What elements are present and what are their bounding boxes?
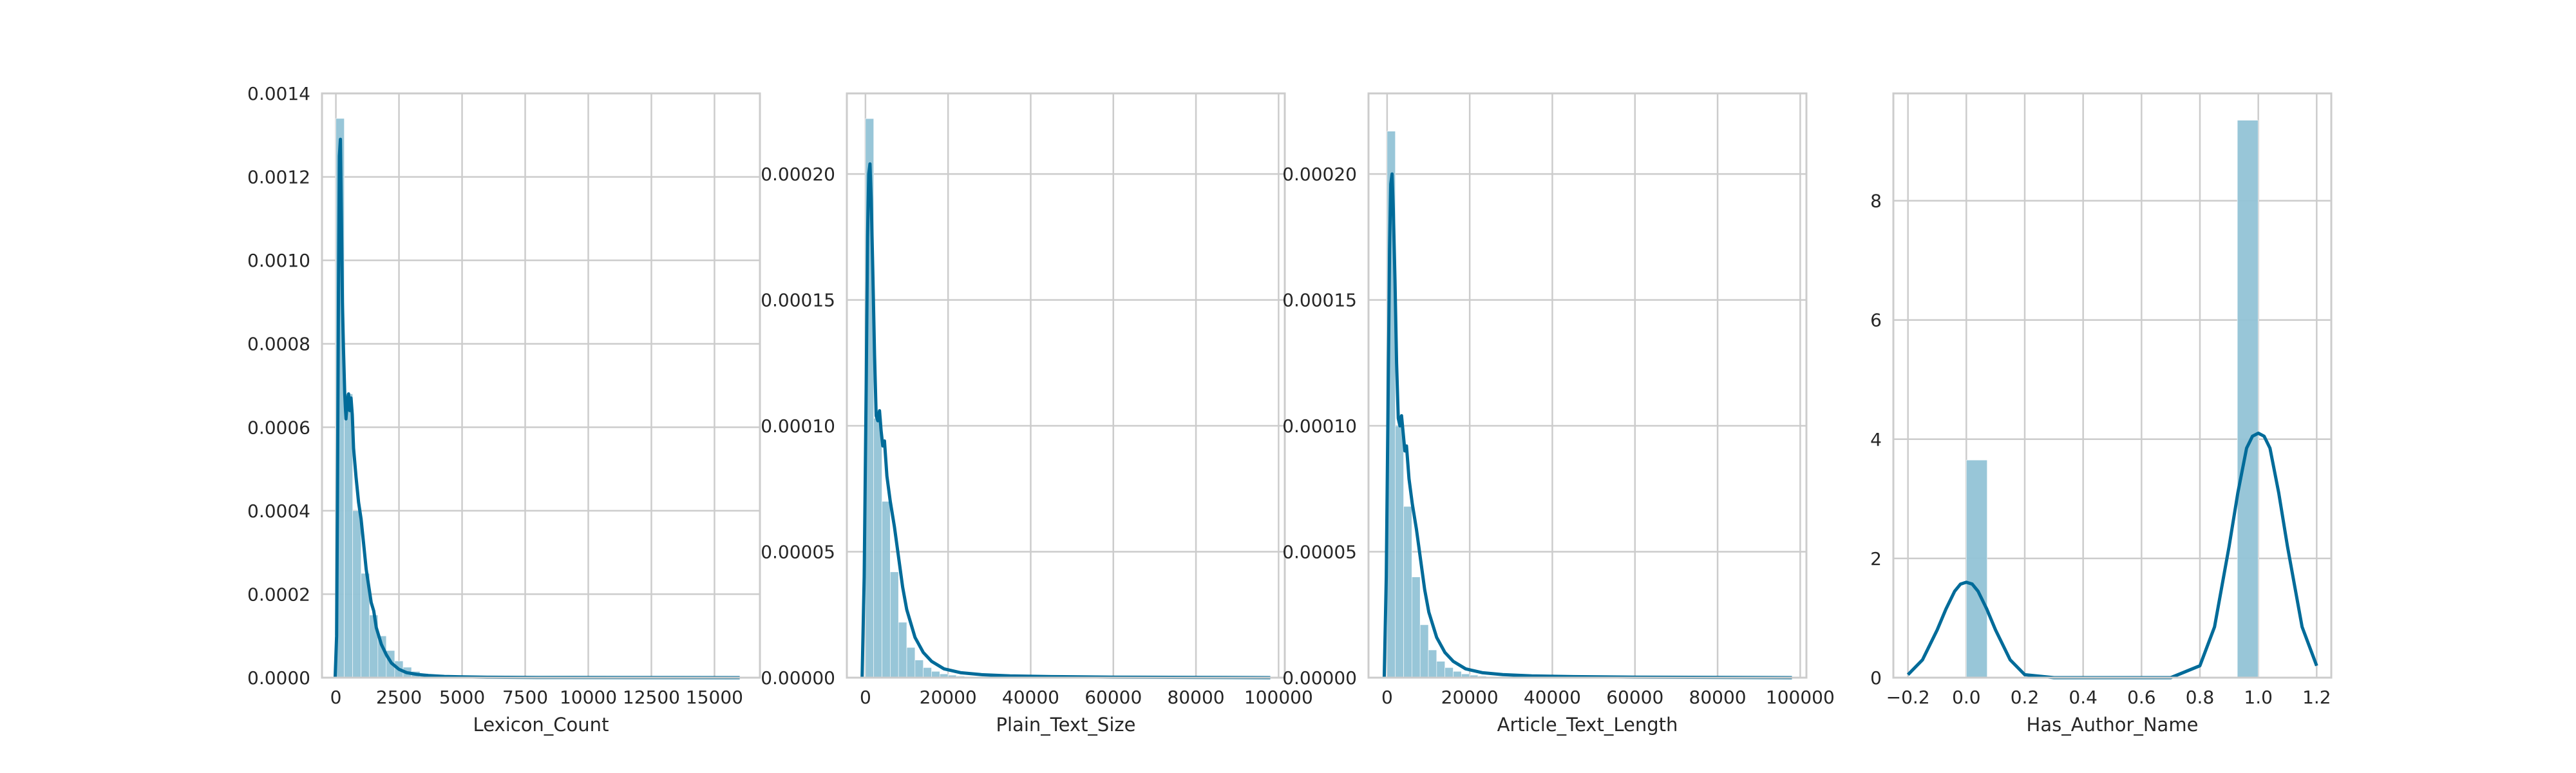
y-tick-label: 0.0006 — [247, 417, 310, 438]
x-axis-label: Has_Author_Name — [2027, 714, 2199, 736]
x-tick-label: 0.8 — [2186, 687, 2215, 708]
y-tick-label: 0.00015 — [761, 290, 835, 311]
y-tick-label: 0.0012 — [247, 167, 310, 188]
y-tick-label: 0.0010 — [247, 250, 310, 271]
histogram-bar — [344, 394, 353, 678]
y-tick-label: 0.0008 — [247, 334, 310, 355]
x-tick-label: 40000 — [1002, 687, 1059, 708]
histogram-bar — [1419, 624, 1429, 678]
y-tick-label: 0.00000 — [1282, 667, 1357, 689]
y-tick-label: 0.00005 — [1282, 542, 1357, 563]
y-tick-label: 8 — [1870, 191, 1882, 212]
y-tick-label: 0.00015 — [1282, 290, 1357, 311]
y-tick-label: 0.0004 — [247, 501, 310, 522]
chart-panel-has-author-name: −0.2 0.0 0.2 0.4 0.6 0.8 1.0 1.2 0 2 4 6 8 Has_Author… — [1870, 92, 2333, 736]
x-tick-label: 5000 — [439, 687, 485, 708]
x-tick-label: 10000 — [560, 687, 617, 708]
x-axis-label: Lexicon_Count — [473, 714, 609, 736]
axes-frame — [321, 92, 761, 679]
axes-frame — [846, 92, 1286, 679]
y-tick-label: 0.00010 — [761, 415, 835, 437]
x-tick-label: −0.2 — [1886, 687, 1930, 708]
histogram-bar — [914, 660, 923, 678]
x-tick-label: 80000 — [1689, 687, 1747, 708]
x-tick-label: 15000 — [686, 687, 743, 708]
histogram-bar — [352, 510, 362, 678]
y-tick-label: 0.0000 — [247, 667, 310, 689]
x-axis-label: Plain_Text_Size — [996, 714, 1136, 736]
kde-line — [333, 137, 740, 680]
histogram-bar — [1966, 459, 1988, 678]
x-tick-label: 20000 — [1441, 687, 1499, 708]
histogram-bar — [1436, 661, 1445, 678]
x-tick-label: 0 — [330, 687, 342, 708]
chart-panel-plain-text-size: 0 20000 40000 60000 80000 100000 0.00000 0.0000… — [761, 92, 1313, 736]
histogram-bar — [1412, 577, 1421, 678]
y-tick-label: 0.0002 — [247, 584, 310, 605]
chart-panel-lexicon-count: 0 2500 5000 7500 10000 12500 15000 0.0000 0.0002… — [247, 83, 761, 736]
y-tick-label: 0.00005 — [761, 542, 835, 563]
y-tick-label: 0.00000 — [761, 667, 835, 689]
histogram-bar — [873, 418, 882, 678]
x-tick-label: 0.6 — [2127, 687, 2156, 708]
axes-frame — [1367, 92, 1808, 679]
x-tick-label: 7500 — [502, 687, 548, 708]
x-tick-label: 20000 — [920, 687, 977, 708]
x-axis-label: Article_Text_Length — [1497, 714, 1678, 736]
x-tick-label: 0.0 — [1952, 687, 1981, 708]
axes-frame — [1892, 92, 2333, 679]
y-tick-label: 0.00020 — [761, 164, 835, 185]
chart-panel-article-text-length: 0 20000 40000 60000 80000 100000 0.00000 0.0000… — [1282, 92, 1835, 736]
y-tick-label: 0.00020 — [1282, 164, 1357, 185]
x-tick-label: 0 — [1381, 687, 1393, 708]
x-tick-label: 1.2 — [2302, 687, 2331, 708]
x-tick-label: 0 — [860, 687, 871, 708]
histogram-bar — [890, 571, 899, 678]
x-tick-label: 40000 — [1524, 687, 1581, 708]
y-tick-label: 0.0014 — [247, 83, 310, 104]
histogram-bar — [898, 622, 907, 678]
kde-line — [1382, 172, 1792, 680]
x-tick-label: 2500 — [376, 687, 422, 708]
histogram-bar — [1428, 649, 1437, 678]
x-tick-label: 60000 — [1606, 687, 1663, 708]
x-tick-label: 80000 — [1168, 687, 1225, 708]
histogram-bar — [1403, 506, 1412, 678]
y-tick-label: 2 — [1870, 548, 1882, 569]
x-tick-label: 0.2 — [2011, 687, 2040, 708]
histogram-bar — [2237, 120, 2259, 678]
x-tick-label: 0.4 — [2069, 687, 2098, 708]
y-tick-label: 0.00010 — [1282, 415, 1357, 437]
x-tick-label: 60000 — [1084, 687, 1142, 708]
y-tick-label: 6 — [1870, 310, 1882, 331]
histogram-bar — [882, 501, 891, 678]
histogram-bar — [1444, 667, 1454, 678]
x-tick-label: 12500 — [623, 687, 680, 708]
kde-line — [860, 162, 1271, 680]
histogram-bar — [923, 667, 932, 678]
histogram-bar — [906, 647, 916, 678]
histogram-bar — [1395, 425, 1404, 678]
x-tick-label: 1.0 — [2244, 687, 2273, 708]
x-tick-label: 100000 — [1244, 687, 1313, 708]
y-tick-label: 0 — [1870, 667, 1882, 689]
x-tick-label: 100000 — [1766, 687, 1835, 708]
y-tick-label: 4 — [1870, 429, 1882, 450]
